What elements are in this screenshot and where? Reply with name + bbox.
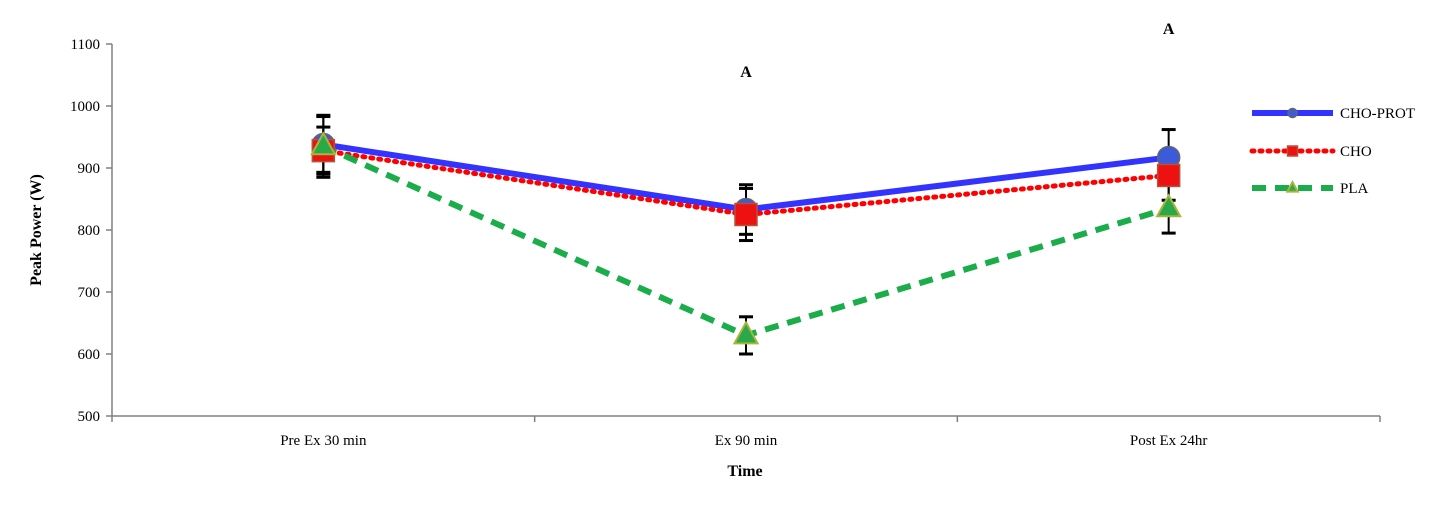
legend-marker-pla [1285,180,1300,193]
y-tick-label: 1000 [70,99,100,115]
x-tick-label: Post Ex 24hr [1130,433,1208,449]
y-tick-label: 500 [78,409,101,425]
annotation-label: A [1163,21,1175,38]
data-point-pla [310,131,337,156]
legend-label-cho: CHO [1340,144,1372,160]
y-tick-label: 800 [78,223,101,239]
axes: 500 600 700 800 900 1000 1100 Pre Ex 30 min Ex 9… [70,37,1381,449]
x-axis-title: Time [727,463,762,480]
y-tick-label: 700 [78,285,101,301]
legend-marker-cho [1286,145,1299,157]
annotation-label: A [740,64,752,81]
y-tick-label: 600 [78,347,101,363]
data-point-pla [732,320,760,345]
y-tick-label: 900 [78,161,101,177]
data-point-cho [734,202,758,227]
series-layer: AA [310,21,1182,356]
x-tick-label: Pre Ex 30 min [280,433,367,449]
data-point-cho [1156,163,1181,188]
legend-label-pla: PLA [1340,181,1369,197]
y-tick-label: 1100 [71,37,100,53]
x-tick-label: Ex 90 min [715,433,778,449]
legend: CHO-PROT CHO PLA [1249,106,1415,197]
legend-marker-cho-prot [1287,107,1298,119]
y-axis-title: Peak Power (W) [28,174,45,286]
legend-label-cho-prot: CHO-PROT [1340,106,1415,122]
data-point-pla [1155,193,1182,218]
